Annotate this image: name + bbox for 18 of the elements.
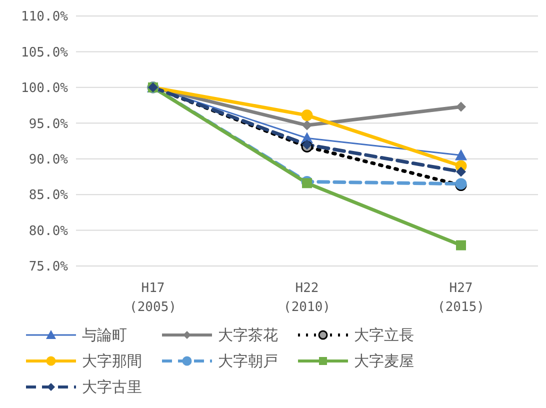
y-tick-label: 95.0% bbox=[28, 116, 68, 132]
legend-label: 大字古里 bbox=[82, 378, 142, 396]
legend-label: 大字麦屋 bbox=[354, 352, 414, 370]
legend-label: 大字茶花 bbox=[218, 326, 278, 344]
x-tick-label: H22 (2010) bbox=[284, 281, 330, 315]
y-tick-label: 105.0% bbox=[21, 45, 68, 60]
y-tick-label: 80.0% bbox=[28, 224, 68, 239]
y-tick-label: 110.0% bbox=[21, 10, 68, 25]
legend-label: 大字立長 bbox=[354, 326, 414, 344]
y-tick-label: 85.0% bbox=[28, 188, 68, 204]
y-tick-label: 90.0% bbox=[28, 152, 68, 168]
legend-label: 大字那間 bbox=[82, 352, 142, 370]
x-tick-label: H27 (2015) bbox=[438, 281, 484, 315]
legend-label: 与論町 bbox=[82, 326, 127, 344]
x-tick-label: H17 (2005) bbox=[130, 281, 176, 315]
y-tick-label: 100.0% bbox=[21, 81, 68, 96]
legend-label: 大字朝戸 bbox=[218, 352, 278, 370]
y-tick-label: 75.0% bbox=[28, 260, 68, 275]
